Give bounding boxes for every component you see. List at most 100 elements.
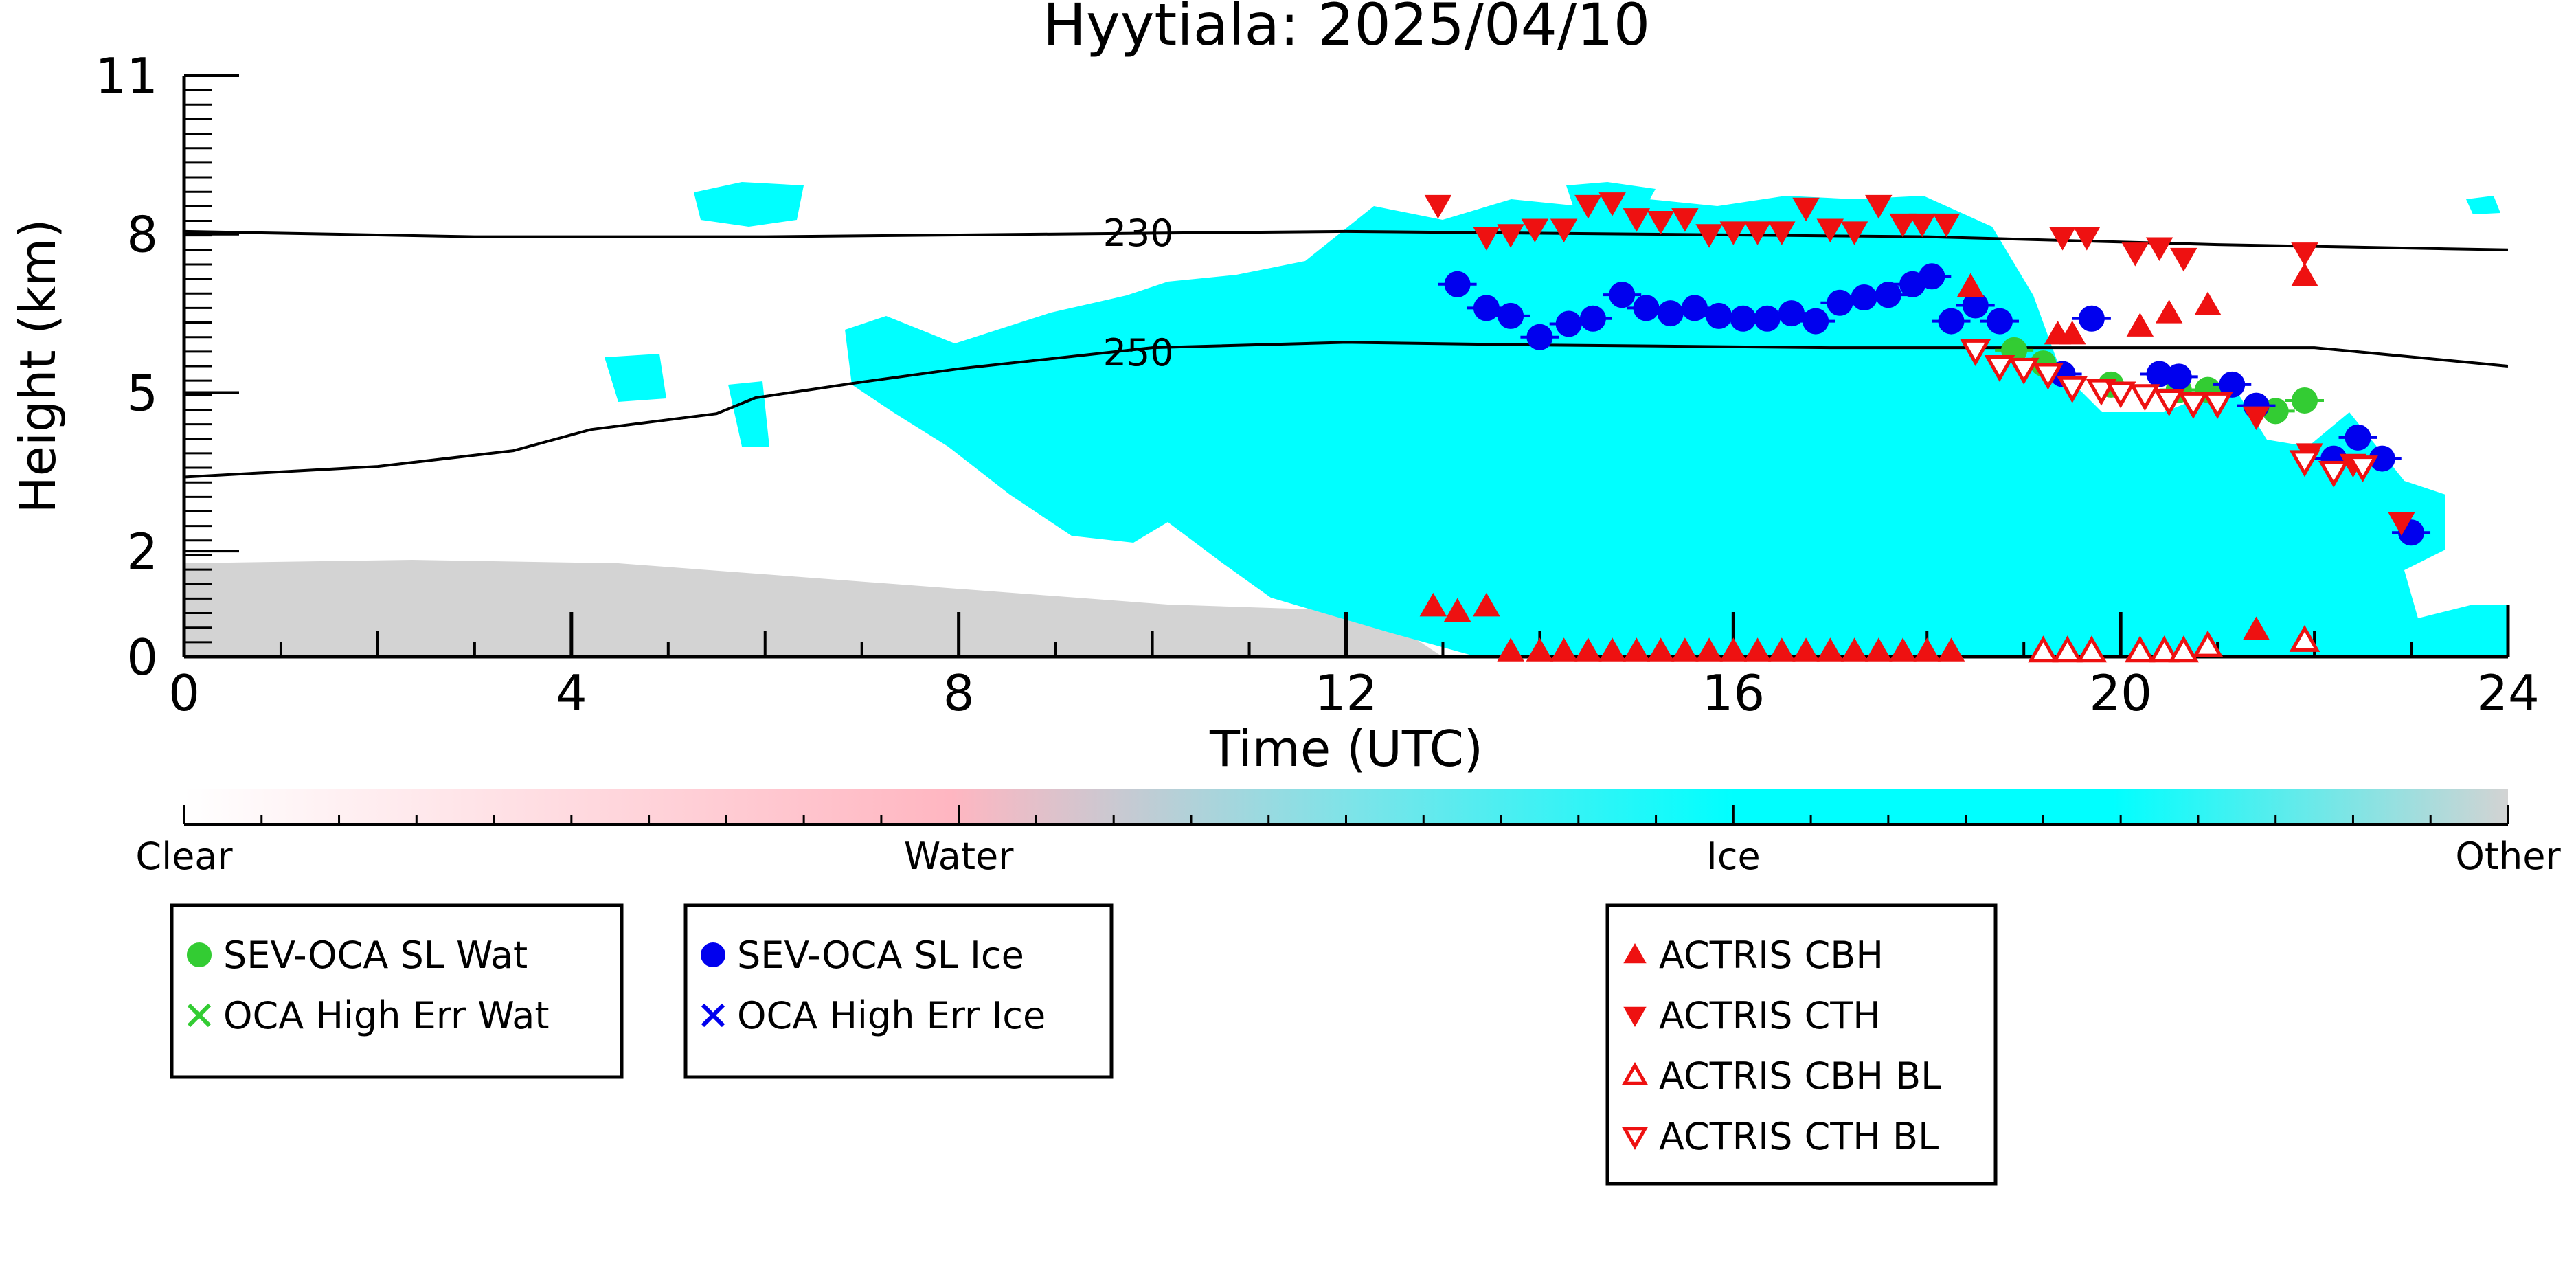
y-tick-label: 8: [126, 206, 158, 264]
marker-triangle-down: [1816, 218, 1844, 243]
marker-triangle-down: [2105, 381, 2136, 409]
marker-triangle-up: [1419, 592, 1447, 617]
marker-triangle-down: [1621, 1127, 1649, 1151]
marker-triangle-down: [2073, 227, 2101, 251]
marker-triangle-down: [1908, 213, 1936, 238]
marker-circle: [1498, 302, 1524, 329]
marker-circle: [1473, 295, 1500, 321]
x-tick-label: 12: [1315, 664, 1378, 722]
marker-triangle-down: [2178, 392, 2209, 419]
contour-line: [184, 229, 2508, 251]
marker-triangle-down: [1960, 339, 1991, 366]
marker-circle: [1754, 305, 1781, 332]
marker-circle: [1633, 295, 1660, 321]
marker-triangle-up: [2076, 635, 2108, 663]
marker-triangle-up: [1671, 637, 1699, 662]
marker-triangle-up: [1792, 637, 1820, 662]
legend-label: OCA High Err Wat: [223, 994, 550, 1037]
marker-triangle-down: [1840, 221, 1868, 245]
marker-triangle-down: [2170, 247, 2197, 272]
marker-triangle-up: [1443, 598, 1471, 622]
marker-circle: [1986, 308, 2013, 335]
marker-triangle-down: [1623, 1006, 1647, 1028]
marker-triangle-up: [2028, 635, 2059, 663]
marker-triangle-up: [1719, 637, 1748, 662]
marker-circle: [1778, 300, 1805, 327]
marker-triangle-down: [1574, 194, 1602, 219]
marker-circle: [2219, 371, 2246, 398]
marker-triangle-down: [1647, 211, 1675, 235]
legend-box: ACTRIS CBH ACTRIS CTH ACTRIS CBH BL ACTRIS …: [1605, 903, 1998, 1186]
marker-circle: [1803, 308, 1829, 335]
marker-triangle-down: [2318, 460, 2349, 488]
legend-label: ACTRIS CBH BL: [1659, 1054, 1941, 1098]
marker-triangle-down: [2033, 363, 2064, 390]
marker-circle: [1444, 271, 1471, 297]
legend-frame: [683, 903, 1114, 1079]
y-tick-label: 11: [95, 47, 158, 105]
marker-triangle-up: [2149, 635, 2180, 663]
marker-triangle-up: [2242, 616, 2270, 641]
data-markers: [1419, 192, 2431, 663]
x-tick-label: 16: [1702, 664, 1765, 722]
legend-label: SEV-OCA SL Wat: [223, 934, 528, 977]
marker-triangle-up: [2291, 262, 2318, 286]
marker-triangle-down: [1521, 218, 1549, 243]
marker-triangle-down: [1623, 208, 1651, 232]
marker-triangle-up: [1623, 942, 1647, 964]
marker-triangle-up: [1695, 637, 1723, 662]
ice-class-patch-mid: [605, 354, 666, 402]
colorbar-label: Water: [904, 835, 1014, 878]
marker-triangle-up: [2052, 635, 2083, 663]
marker-triangle-up: [1550, 637, 1578, 662]
marker-triangle-down: [1932, 213, 1961, 238]
marker-circle: [2345, 424, 2371, 451]
marker-triangle-down: [1695, 224, 1723, 248]
marker-triangle-down: [2242, 406, 2270, 431]
marker-triangle-up: [2126, 313, 2154, 337]
marker-triangle-up: [1840, 637, 1868, 662]
marker-circle: [1526, 324, 1553, 350]
marker-triangle-up: [1574, 637, 1602, 662]
marker-triangle-up: [2194, 291, 2222, 316]
marker-triangle-down: [2145, 237, 2173, 261]
marker-triangle-up: [1956, 273, 1985, 297]
marker-triangle-down: [1984, 355, 2015, 383]
marker-triangle-up: [1768, 637, 1796, 662]
legend-label: ACTRIS CBH: [1659, 934, 1884, 977]
marker-triangle-down: [1792, 197, 1820, 222]
marker-triangle-down: [1865, 194, 1893, 219]
x-tick-label: 20: [2089, 664, 2152, 722]
marker-triangle-up: [1647, 637, 1675, 662]
marker-triangle-down: [1671, 208, 1699, 232]
marker-circle: [187, 942, 212, 967]
colorbar-label: Clear: [135, 835, 233, 878]
marker-triangle-up: [2058, 320, 2086, 345]
contour-label: 250: [1103, 331, 1174, 374]
legend-label: ACTRIS CTH: [1659, 994, 1881, 1037]
colorbar-label: Ice: [1706, 835, 1761, 878]
chart-title: Hyytiala: 2025/04/10: [1043, 0, 1650, 58]
ice-class-patch-right: [2466, 196, 2500, 214]
ice-class-patch-left: [728, 381, 769, 447]
marker-triangle-down: [1497, 224, 1524, 248]
marker-triangle-down: [2008, 357, 2040, 385]
marker-circle: [1851, 284, 1877, 311]
marker-triangle-down: [2291, 242, 2318, 267]
marker-triangle-down: [2154, 389, 2184, 417]
marker-circle: [1875, 282, 1901, 308]
marker-triangle-up: [1937, 637, 1965, 662]
colorbar-ticks: [183, 805, 2509, 824]
marker-circle: [2291, 387, 2318, 414]
ice-class-region: [845, 196, 2508, 657]
marker-triangle-down: [2057, 376, 2088, 403]
marker-circle: [701, 942, 725, 967]
marker-triangle-up: [2125, 635, 2156, 663]
marker-triangle-up: [2155, 300, 2183, 324]
marker-triangle-up: [1598, 637, 1626, 662]
marker-triangle-up: [1913, 637, 1941, 662]
marker-triangle-down: [1550, 218, 1578, 243]
marker-triangle-up: [1865, 637, 1893, 662]
